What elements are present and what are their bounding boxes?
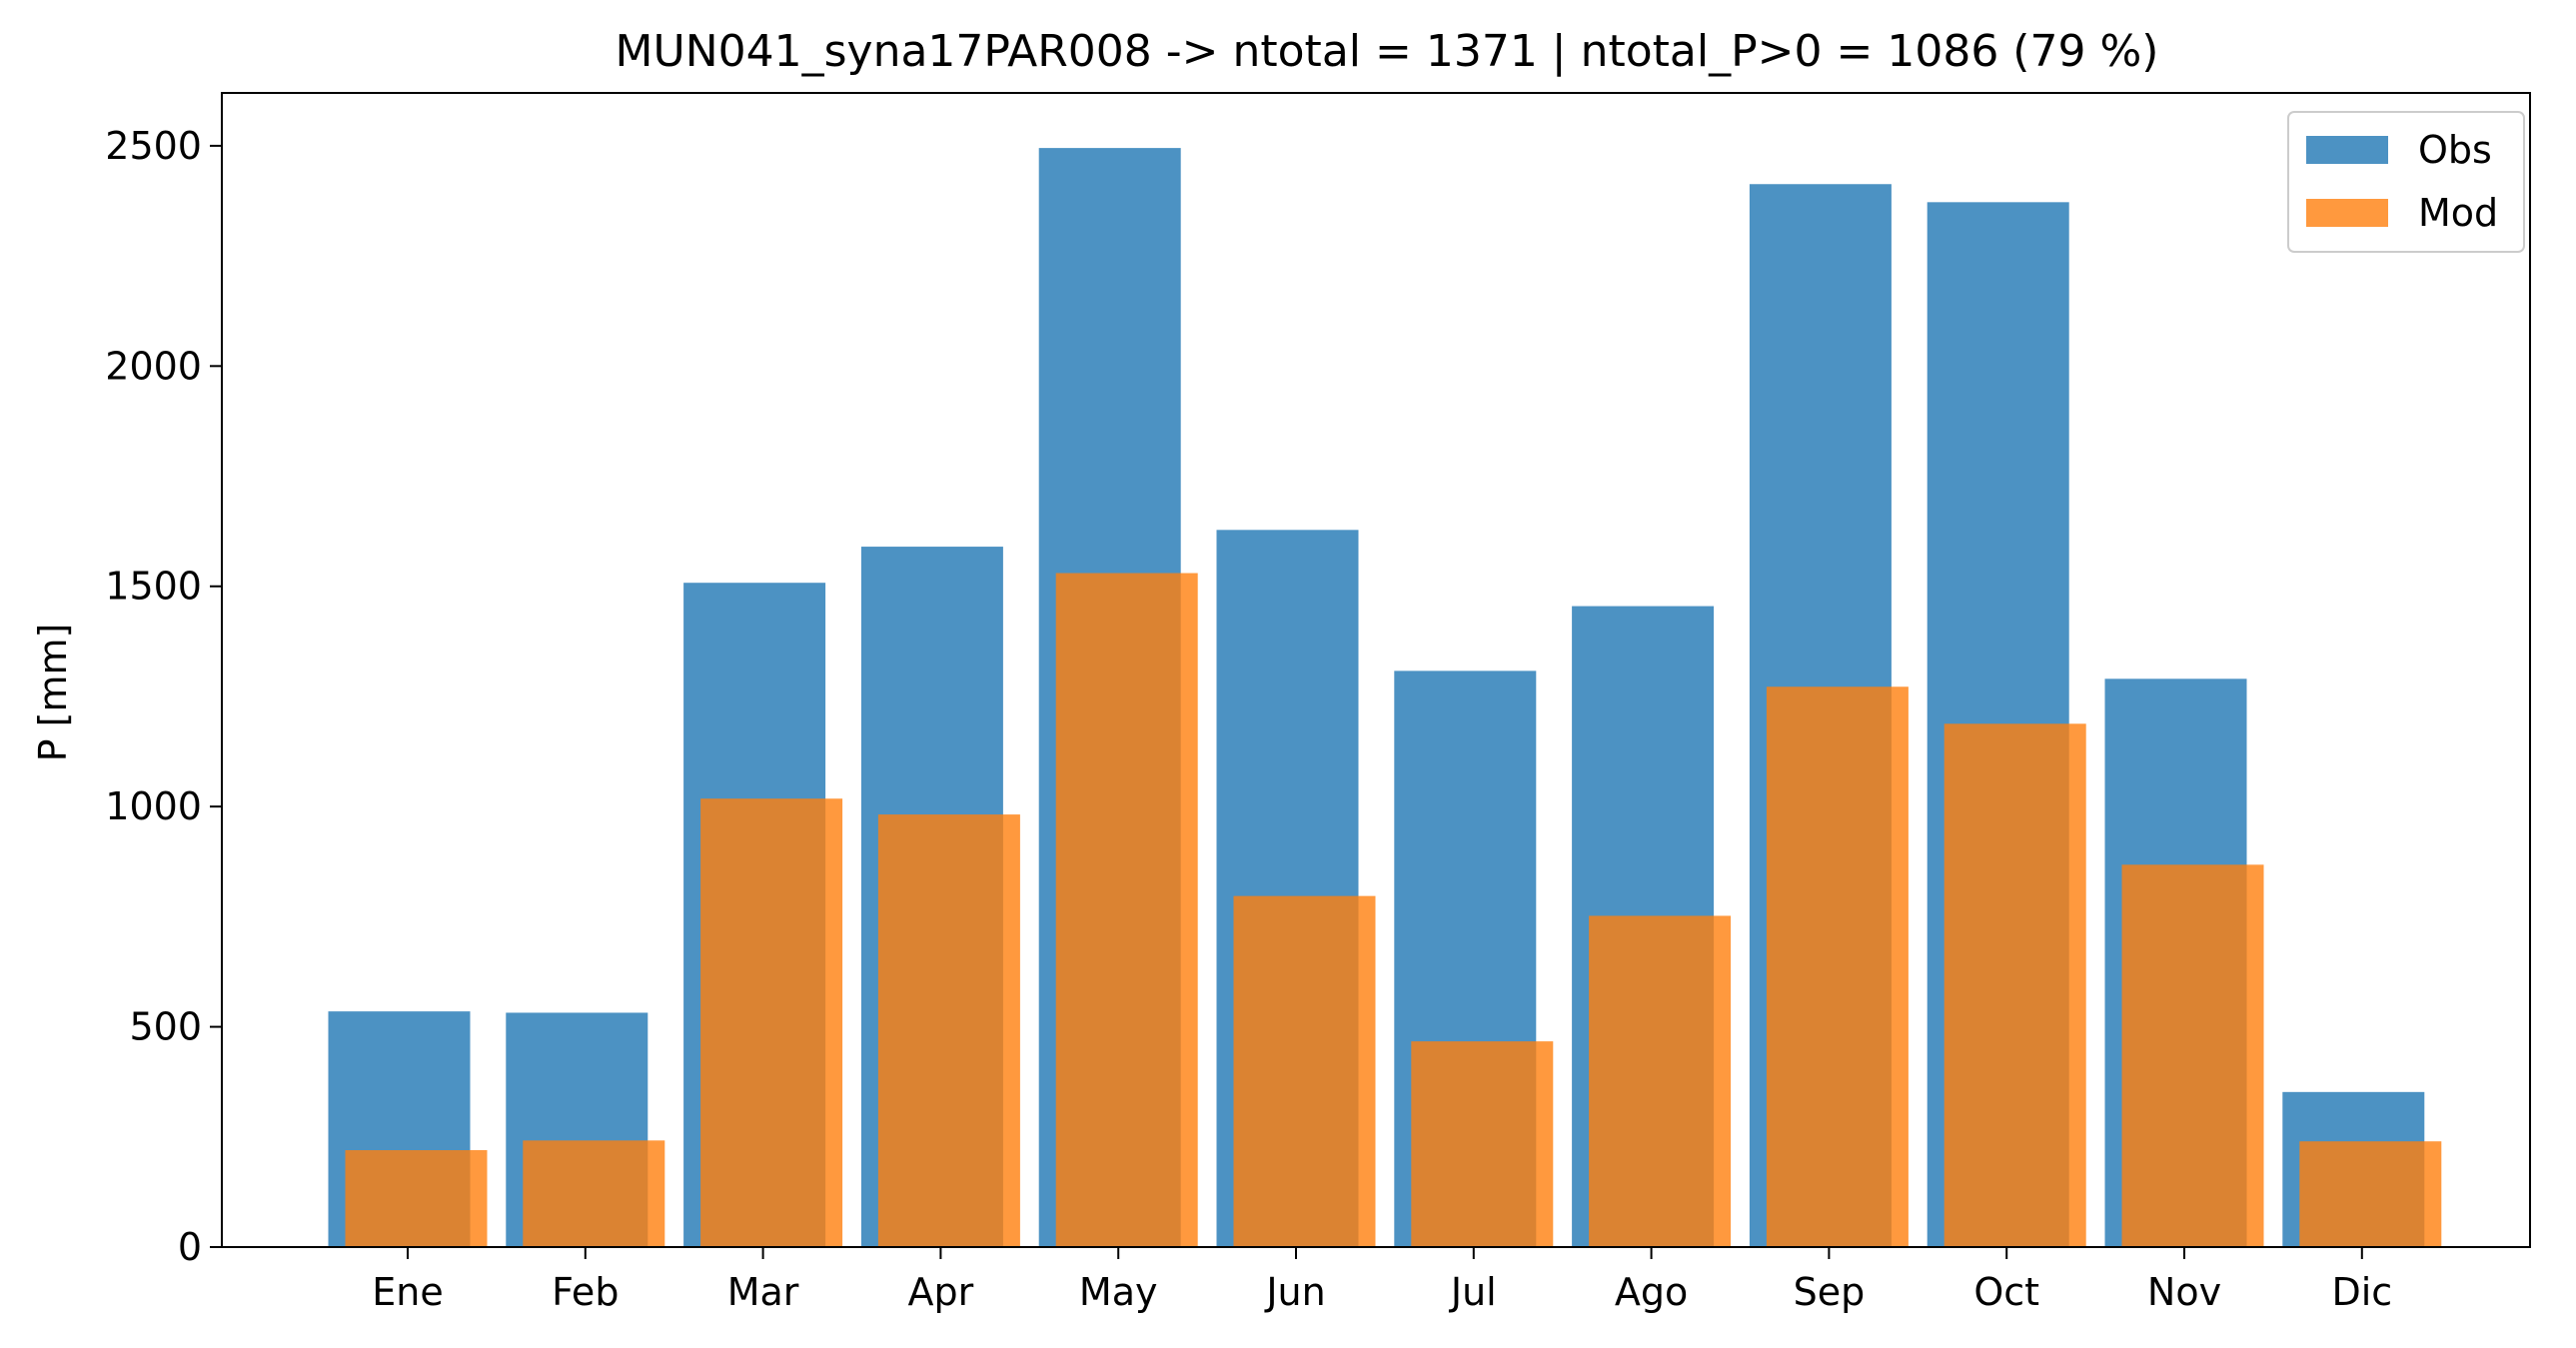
x-tick-label: Ene xyxy=(372,1270,443,1314)
y-tick-label: 1000 xyxy=(105,784,202,828)
x-tick-label: Mar xyxy=(727,1270,799,1314)
bar-mod-mar xyxy=(700,798,843,1247)
bar-mod-nov xyxy=(2121,864,2264,1247)
y-tick-label: 2500 xyxy=(105,124,202,168)
legend-swatch-mod xyxy=(2306,199,2388,227)
x-tick-label: Feb xyxy=(552,1270,619,1314)
y-tick-label: 2000 xyxy=(105,344,202,388)
bar-mod-sep xyxy=(1766,686,1909,1247)
bar-mod-may xyxy=(1055,573,1198,1247)
bar-mod-dic xyxy=(2299,1141,2442,1247)
x-tick-label: Jul xyxy=(1449,1270,1497,1314)
legend: Obs Mod xyxy=(2287,111,2525,253)
legend-swatch-obs xyxy=(2306,136,2388,164)
bars-group xyxy=(328,148,2442,1248)
x-tick-label: Nov xyxy=(2147,1270,2221,1314)
y-tick-label: 0 xyxy=(178,1225,202,1269)
y-axis-label: P [mm] xyxy=(31,624,75,762)
plot-frame xyxy=(221,92,2531,1248)
legend-label-mod: Mod xyxy=(2418,191,2498,235)
bar-mod-ene xyxy=(345,1150,488,1247)
x-tick-label: Jun xyxy=(1264,1270,1325,1314)
y-tick-label: 1500 xyxy=(105,565,202,609)
y-tick-label: 500 xyxy=(129,1005,202,1049)
x-tick-label: Ago xyxy=(1615,1270,1688,1314)
x-tick-label: Dic xyxy=(2331,1270,2392,1314)
x-tick-label: Oct xyxy=(1973,1270,2039,1314)
bar-mod-feb xyxy=(523,1140,665,1247)
x-tick-label: Apr xyxy=(908,1270,974,1314)
x-tick-label: May xyxy=(1079,1270,1158,1314)
chart-title: MUN041_syna17PAR008 -> ntotal = 1371 | n… xyxy=(616,26,2159,77)
bar-mod-jun xyxy=(1233,895,1376,1247)
axes-group: 0 500 1000 1500 2000 2500 Ene Feb Mar Apr May Jun Ju… xyxy=(105,92,2531,1314)
x-tick-label: Sep xyxy=(1794,1270,1866,1314)
bar-mod-oct xyxy=(1943,723,2086,1247)
bar-mod-ago xyxy=(1589,915,1732,1247)
bar-mod-apr xyxy=(877,814,1020,1247)
legend-label-obs: Obs xyxy=(2418,128,2492,172)
bar-mod-jul xyxy=(1411,1041,1554,1247)
